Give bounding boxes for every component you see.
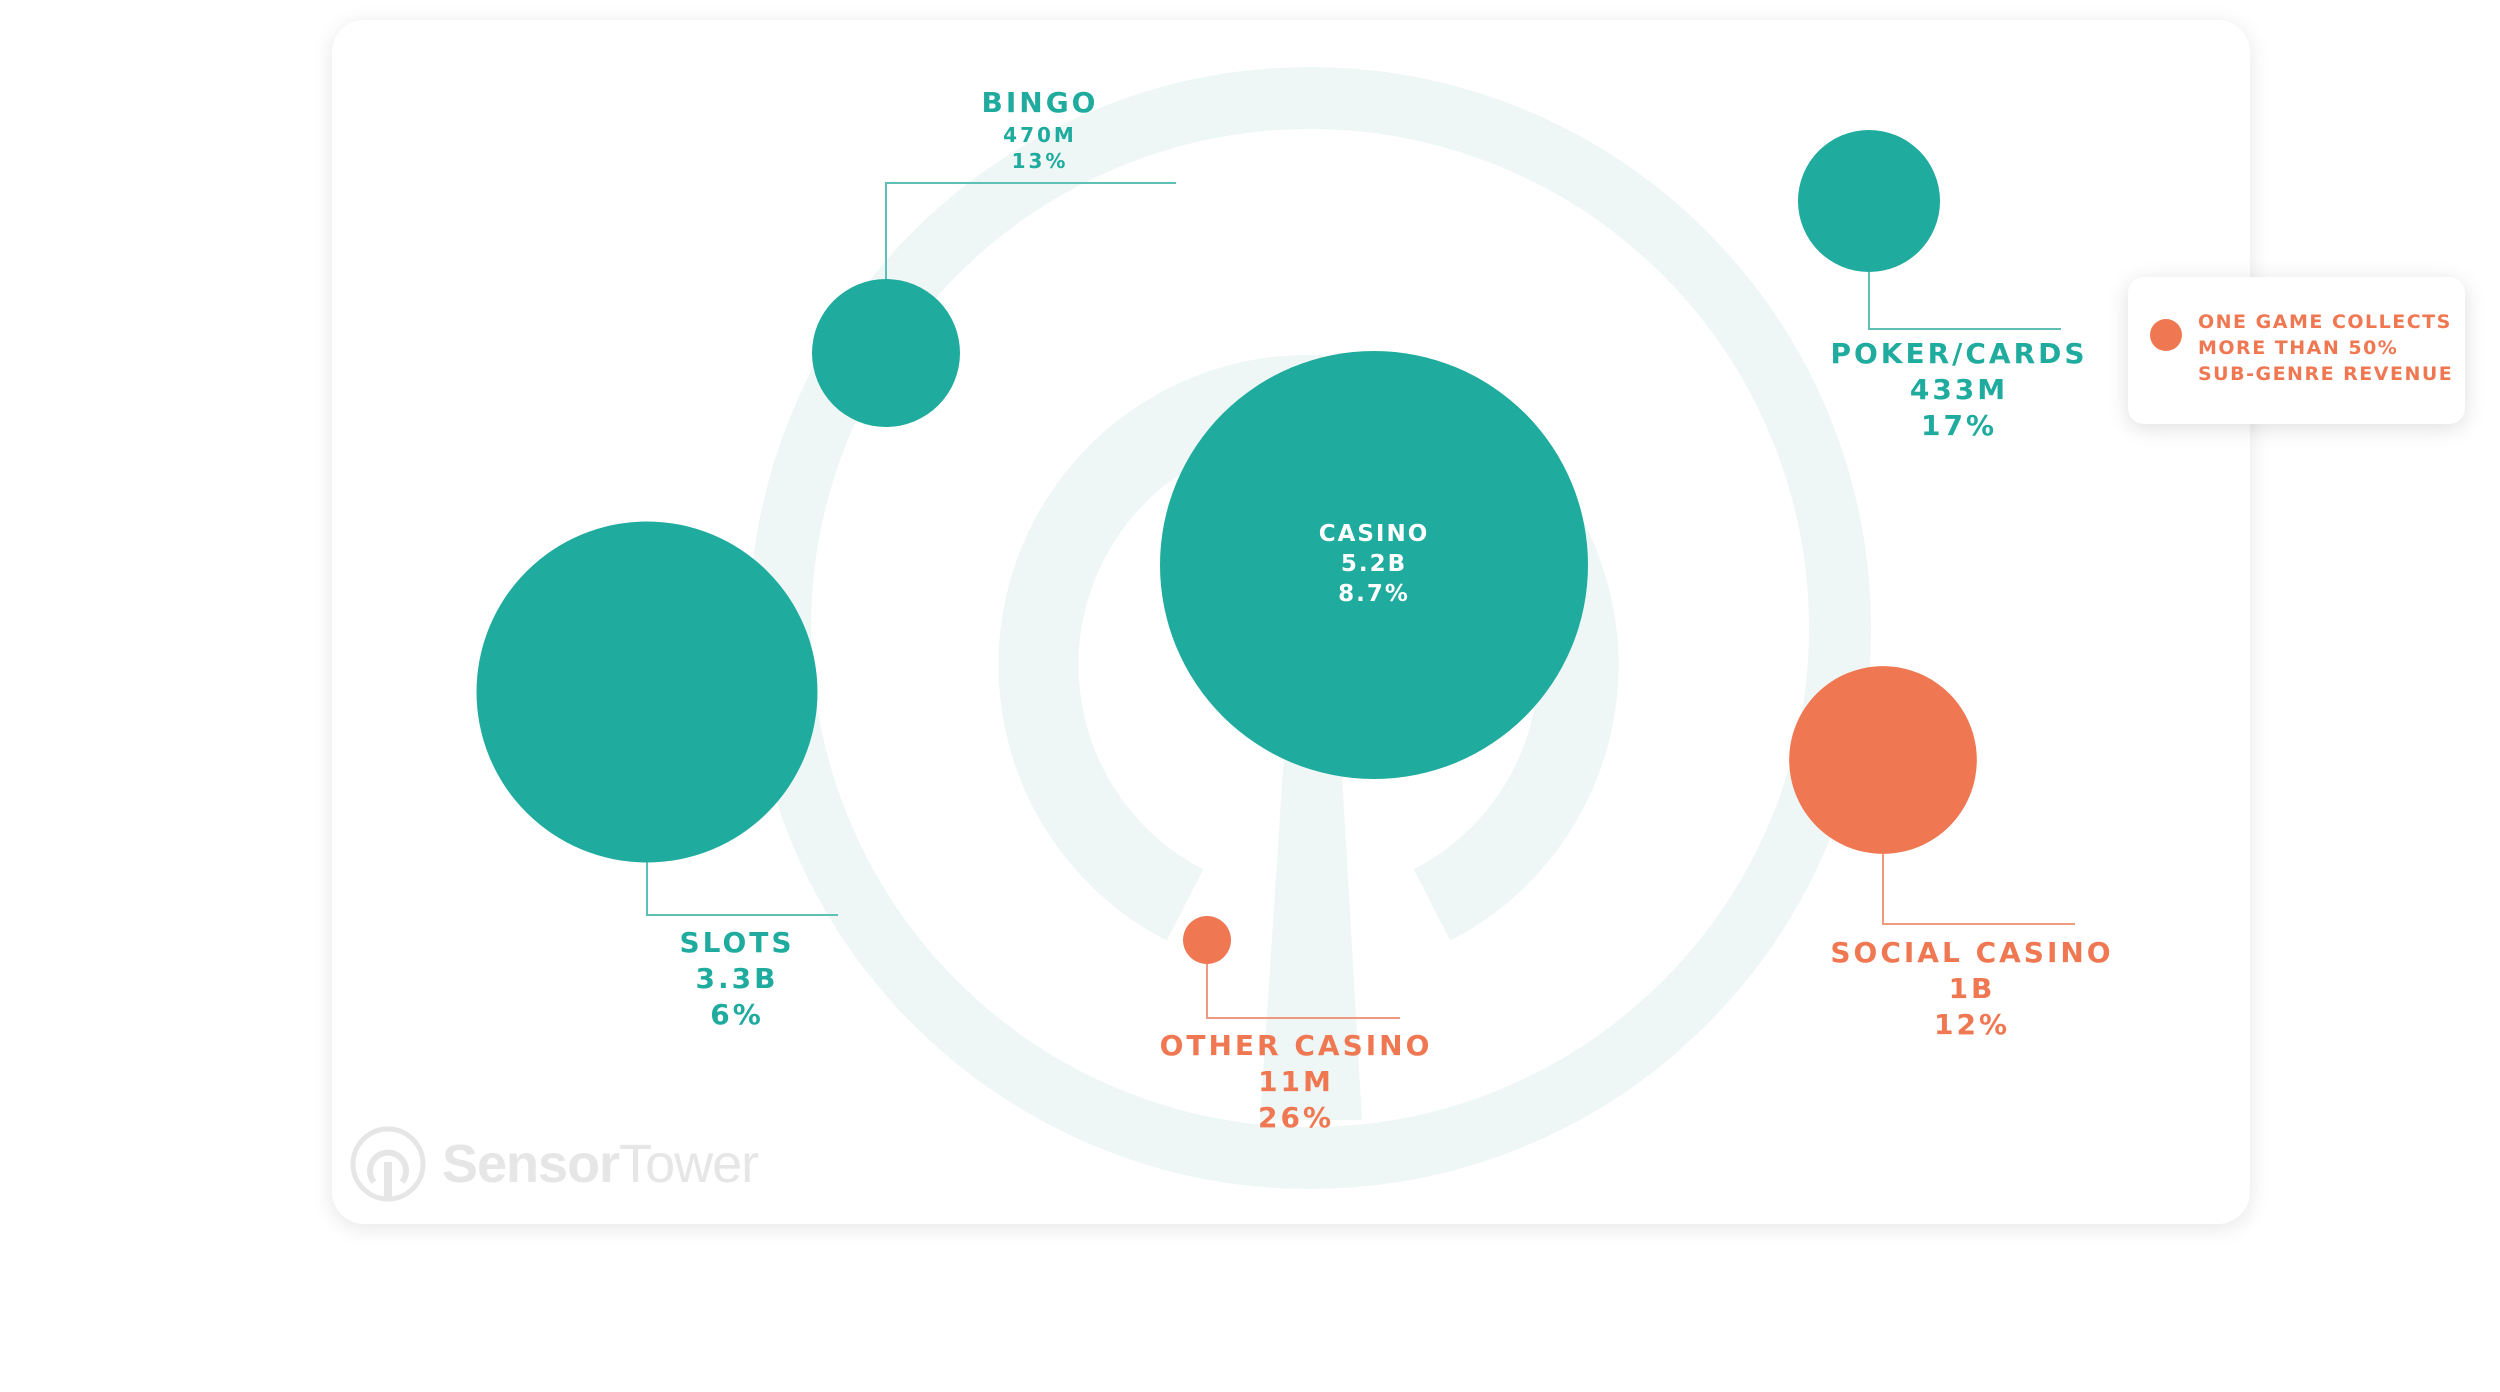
watermark-text-bold: Sensor	[442, 1134, 620, 1194]
data-label-share-other-casino: 26%	[1258, 1101, 1334, 1134]
bubble-poker-cards	[1797, 129, 1941, 273]
data-label-name-social-casino: SOCIAL CASINO	[1830, 936, 2113, 969]
sensor-tower-logo-icon	[350, 1126, 426, 1202]
data-label-name-slots: SLOTS	[679, 926, 794, 959]
watermark-text-light: Tower	[619, 1134, 759, 1194]
bubble-social-casino	[1789, 666, 1977, 854]
legend-label: ONE GAME COLLECTS MORE THAN 50% SUB-GENR…	[2198, 311, 2454, 385]
legend: ONE GAME COLLECTS MORE THAN 50% SUB-GENR…	[2128, 277, 2465, 424]
data-label-revenue-poker-cards: 433M	[1910, 373, 2008, 406]
leader-line-bingo	[885, 182, 1176, 280]
leader-line-social-casino	[1882, 853, 2075, 925]
data-label-name-bingo: BINGO	[982, 86, 1099, 119]
bubble-other-casino	[1183, 916, 1231, 964]
leader-line-other-casino	[1206, 964, 1400, 1019]
data-label-share-social-casino: 12%	[1934, 1008, 2010, 1041]
data-label-name-other-casino: OTHER CASINO	[1160, 1029, 1433, 1062]
data-label-share-bingo: 13%	[1012, 149, 1069, 173]
data-label-share-casino: 8.7%	[1338, 581, 1410, 607]
data-label-revenue-other-casino: 11M	[1258, 1065, 1334, 1098]
data-label-revenue-bingo: 470M	[1003, 123, 1077, 147]
watermark-text: SensorTower	[442, 1133, 759, 1195]
watermark-stem	[1260, 740, 1362, 1120]
leader-line-poker-cards	[1868, 272, 2061, 330]
bubble-slots	[476, 521, 818, 863]
sensor-tower-watermark: SensorTower	[348, 1124, 759, 1204]
data-label-name-casino: CASINO	[1319, 521, 1430, 547]
data-label-share-poker-cards: 17%	[1921, 409, 1997, 442]
legend-marker	[2150, 319, 2182, 351]
data-label-name-poker-cards: POKER/CARDS	[1830, 337, 2087, 370]
data-label-revenue-slots: 3.3B	[696, 962, 779, 995]
bubble-bingo	[812, 279, 960, 427]
data-label-revenue-casino: 5.2B	[1341, 551, 1407, 577]
leader-line-slots	[646, 862, 838, 916]
data-label-share-slots: 6%	[710, 998, 764, 1031]
bubble-group-casino: CASINO 5.2B 8.7%	[1160, 351, 1588, 779]
data-label-revenue-social-casino: 1B	[1949, 972, 1996, 1005]
bubble-casino	[1160, 351, 1588, 779]
